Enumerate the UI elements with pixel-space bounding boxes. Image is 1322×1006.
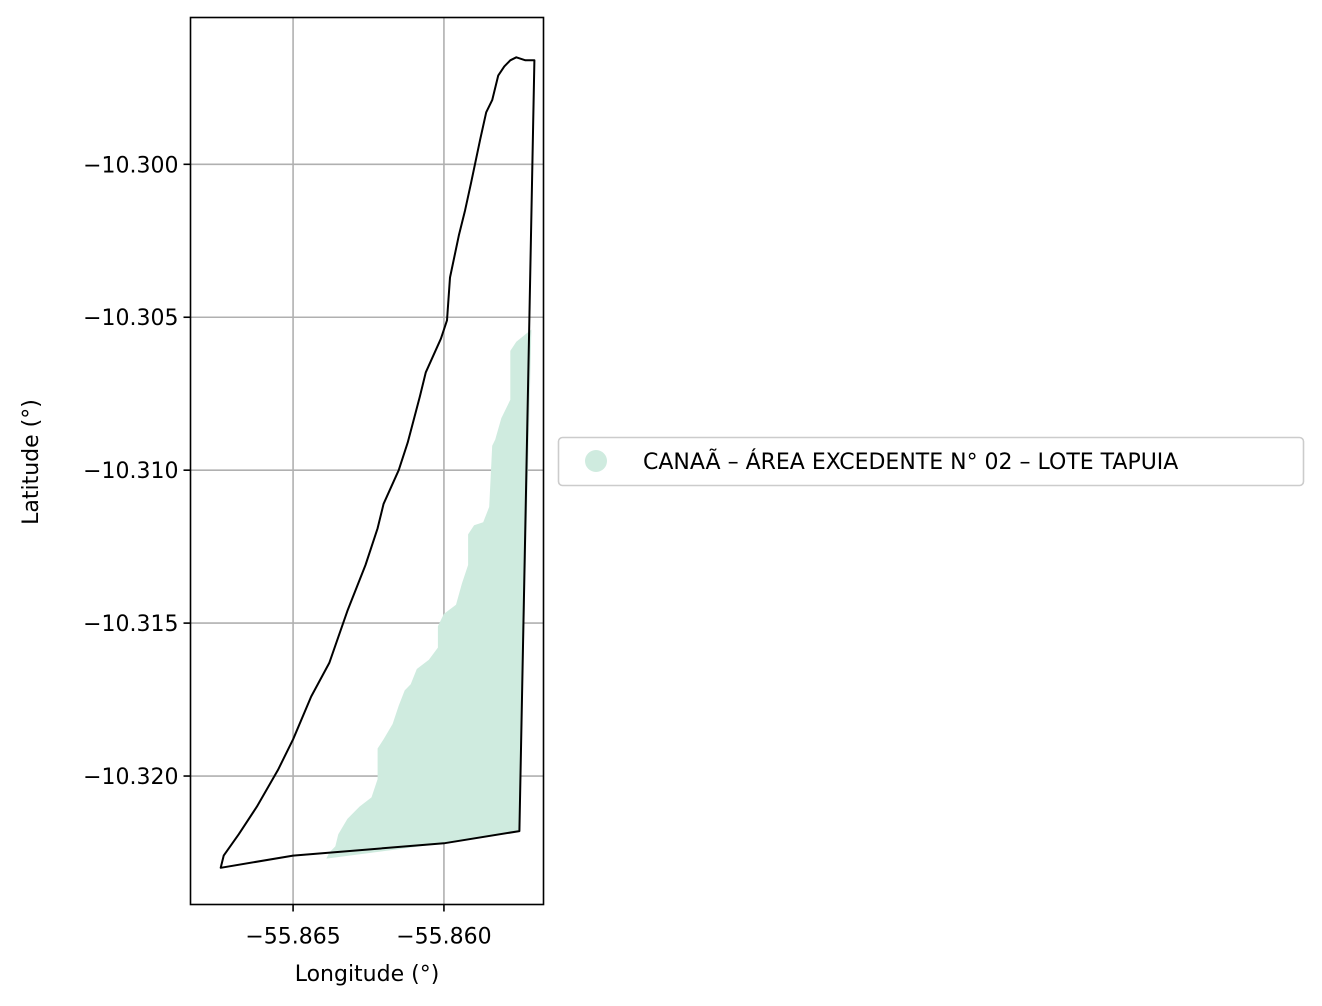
legend: CANAÃ – ÁREA EXCEDENTE N° 02 – LOTE TAPU… [557, 436, 1305, 487]
axes-frame [189, 16, 545, 906]
y-tick-label: −10.310 [83, 459, 178, 484]
map-layers [219, 56, 536, 869]
property-boundary-outline [219, 56, 536, 869]
x-tick-label: −55.860 [396, 925, 491, 950]
y-tick-label: −10.320 [83, 765, 178, 790]
y-tick-label: −10.305 [83, 306, 178, 331]
excedente-area-polygon [326, 329, 532, 859]
x-tick-label: −55.865 [245, 925, 340, 950]
tick-layer: −55.865 −55.860 −10.300 −10.305 −10.310 −10.3… [83, 153, 492, 949]
y-tick-label: −10.315 [83, 612, 178, 637]
y-tick-label: −10.300 [83, 153, 178, 178]
legend-entry-label: CANAÃ – ÁREA EXCEDENTE N° 02 – LOTE TAPU… [643, 448, 1178, 475]
legend-marker [585, 450, 607, 472]
y-axis-label: Latitude (°) [19, 399, 44, 525]
x-axis-label: Longitude (°) [295, 962, 440, 987]
legend-box [557, 436, 1305, 487]
